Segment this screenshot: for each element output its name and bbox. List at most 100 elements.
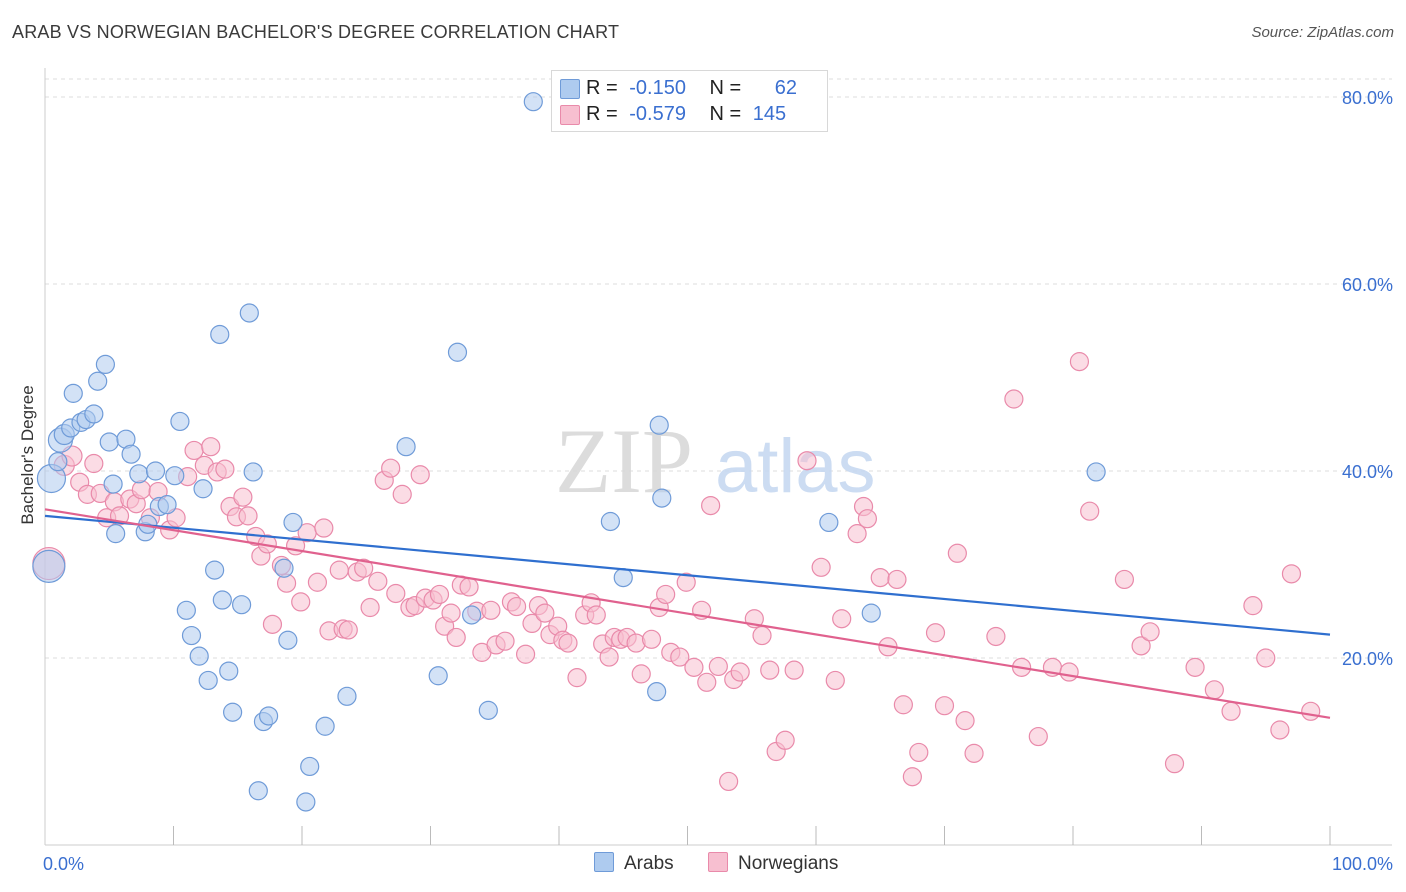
- norwegian-point: [329, 560, 349, 580]
- r-value-norwegians: -0.579: [629, 103, 686, 125]
- arab-point: [396, 437, 416, 457]
- norwegian-point: [697, 672, 717, 692]
- norwegians-trendline: [44, 508, 1331, 719]
- arab-point: [315, 716, 335, 736]
- norwegian-point: [381, 458, 401, 478]
- norwegian-point: [925, 623, 946, 643]
- n-value-norwegians: 145: [752, 103, 787, 125]
- arab-point: [243, 462, 263, 482]
- arab-point: [165, 466, 185, 486]
- arab-point: [176, 600, 196, 620]
- legend-row-arabs: R = -0.150 N = 62: [560, 77, 797, 99]
- y-tick-label: 40.0%: [1342, 462, 1393, 482]
- norwegian-point: [567, 668, 587, 688]
- norwegian-point: [386, 583, 406, 604]
- norwegian-point: [506, 596, 527, 617]
- norwegian-point: [429, 584, 450, 605]
- norwegian-point: [215, 459, 235, 479]
- norwegian-point: [1131, 636, 1151, 656]
- x-tick-label: 0.0%: [43, 854, 84, 874]
- r-label: R =: [586, 103, 618, 125]
- arab-point: [129, 464, 149, 484]
- norwegian-point: [641, 629, 662, 649]
- arab-point: [106, 524, 126, 544]
- norwegian-point: [1204, 680, 1224, 700]
- norwegian-point: [1114, 569, 1135, 590]
- arab-point: [212, 590, 232, 610]
- arab-point: [219, 661, 239, 681]
- y-tick-label: 60.0%: [1342, 275, 1393, 295]
- norwegian-point: [708, 656, 728, 677]
- n-label: N =: [709, 77, 742, 99]
- norwegians-swatch: [560, 105, 580, 125]
- norwegian-point: [338, 620, 358, 640]
- norwegian-point: [701, 495, 721, 516]
- arab-point: [274, 558, 294, 578]
- norwegians-legend-swatch: [708, 852, 728, 872]
- arab-point: [861, 603, 881, 623]
- arab-point: [95, 354, 115, 375]
- y-tick-label: 20.0%: [1342, 649, 1393, 669]
- norwegian-point: [522, 613, 542, 634]
- arab-point: [1086, 462, 1106, 482]
- arab-point: [428, 666, 448, 686]
- arab-point: [462, 605, 482, 625]
- norwegian-point: [84, 453, 104, 474]
- norwegian-point: [314, 518, 334, 538]
- norwegian-point: [1004, 389, 1024, 409]
- norwegian-point: [684, 657, 704, 677]
- norwegian-point: [558, 633, 578, 653]
- norwegian-point: [893, 695, 913, 715]
- y-tick-label: 80.0%: [1342, 88, 1393, 108]
- norwegian-point: [631, 664, 651, 684]
- norwegian-point: [291, 592, 311, 612]
- legend-item-norwegians: Norwegians: [708, 852, 838, 875]
- norwegian-point: [832, 609, 852, 629]
- norwegian-point: [730, 662, 750, 682]
- norwegian-point: [1256, 648, 1276, 668]
- watermark-atlas: atlas: [715, 424, 876, 509]
- norwegian-point: [934, 696, 955, 716]
- arab-point: [121, 444, 141, 464]
- norwegian-point: [90, 483, 110, 504]
- arab-point: [63, 383, 83, 403]
- norwegian-point: [481, 600, 501, 620]
- arab-point: [181, 625, 202, 646]
- norwegian-point: [238, 506, 258, 526]
- arab-point: [232, 595, 252, 615]
- arab-point: [170, 411, 190, 432]
- arab-point: [205, 560, 225, 580]
- norwegian-point: [586, 605, 606, 625]
- arab-point: [223, 702, 243, 722]
- arab-point: [48, 452, 68, 472]
- norwegians-legend-label: Norwegians: [738, 853, 839, 874]
- norwegian-point: [360, 597, 380, 618]
- r-label: R =: [586, 77, 618, 99]
- arab-point: [193, 479, 213, 499]
- norwegian-point: [676, 572, 696, 592]
- norwegian-point: [1270, 720, 1290, 740]
- norwegian-point: [986, 626, 1006, 647]
- norwegian-point: [1164, 754, 1185, 774]
- axes: [44, 68, 1392, 846]
- norwegian-point: [784, 660, 804, 680]
- arab-point: [447, 342, 468, 362]
- arab-point: [819, 512, 839, 533]
- arab-point: [300, 756, 320, 777]
- norwegian-point: [307, 572, 328, 592]
- arab-point: [157, 495, 177, 515]
- norwegian-point: [368, 571, 388, 591]
- trendlines: [44, 508, 1331, 719]
- norwegian-point: [201, 437, 221, 457]
- arab-point: [649, 415, 669, 435]
- norwegian-point: [535, 603, 555, 623]
- arab-point: [600, 511, 621, 532]
- tick-labels: 20.0% 40.0% 60.0% 80.0% 0.0% 100.0%: [43, 88, 1393, 874]
- arab-point: [239, 303, 259, 323]
- norwegian-point: [1069, 352, 1090, 372]
- norwegian-point: [1080, 501, 1100, 521]
- arab-point: [296, 792, 316, 812]
- norwegian-point: [1028, 726, 1048, 747]
- correlation-legend: R = -0.150 N = 62 R = -0.579 N = 145: [551, 70, 828, 132]
